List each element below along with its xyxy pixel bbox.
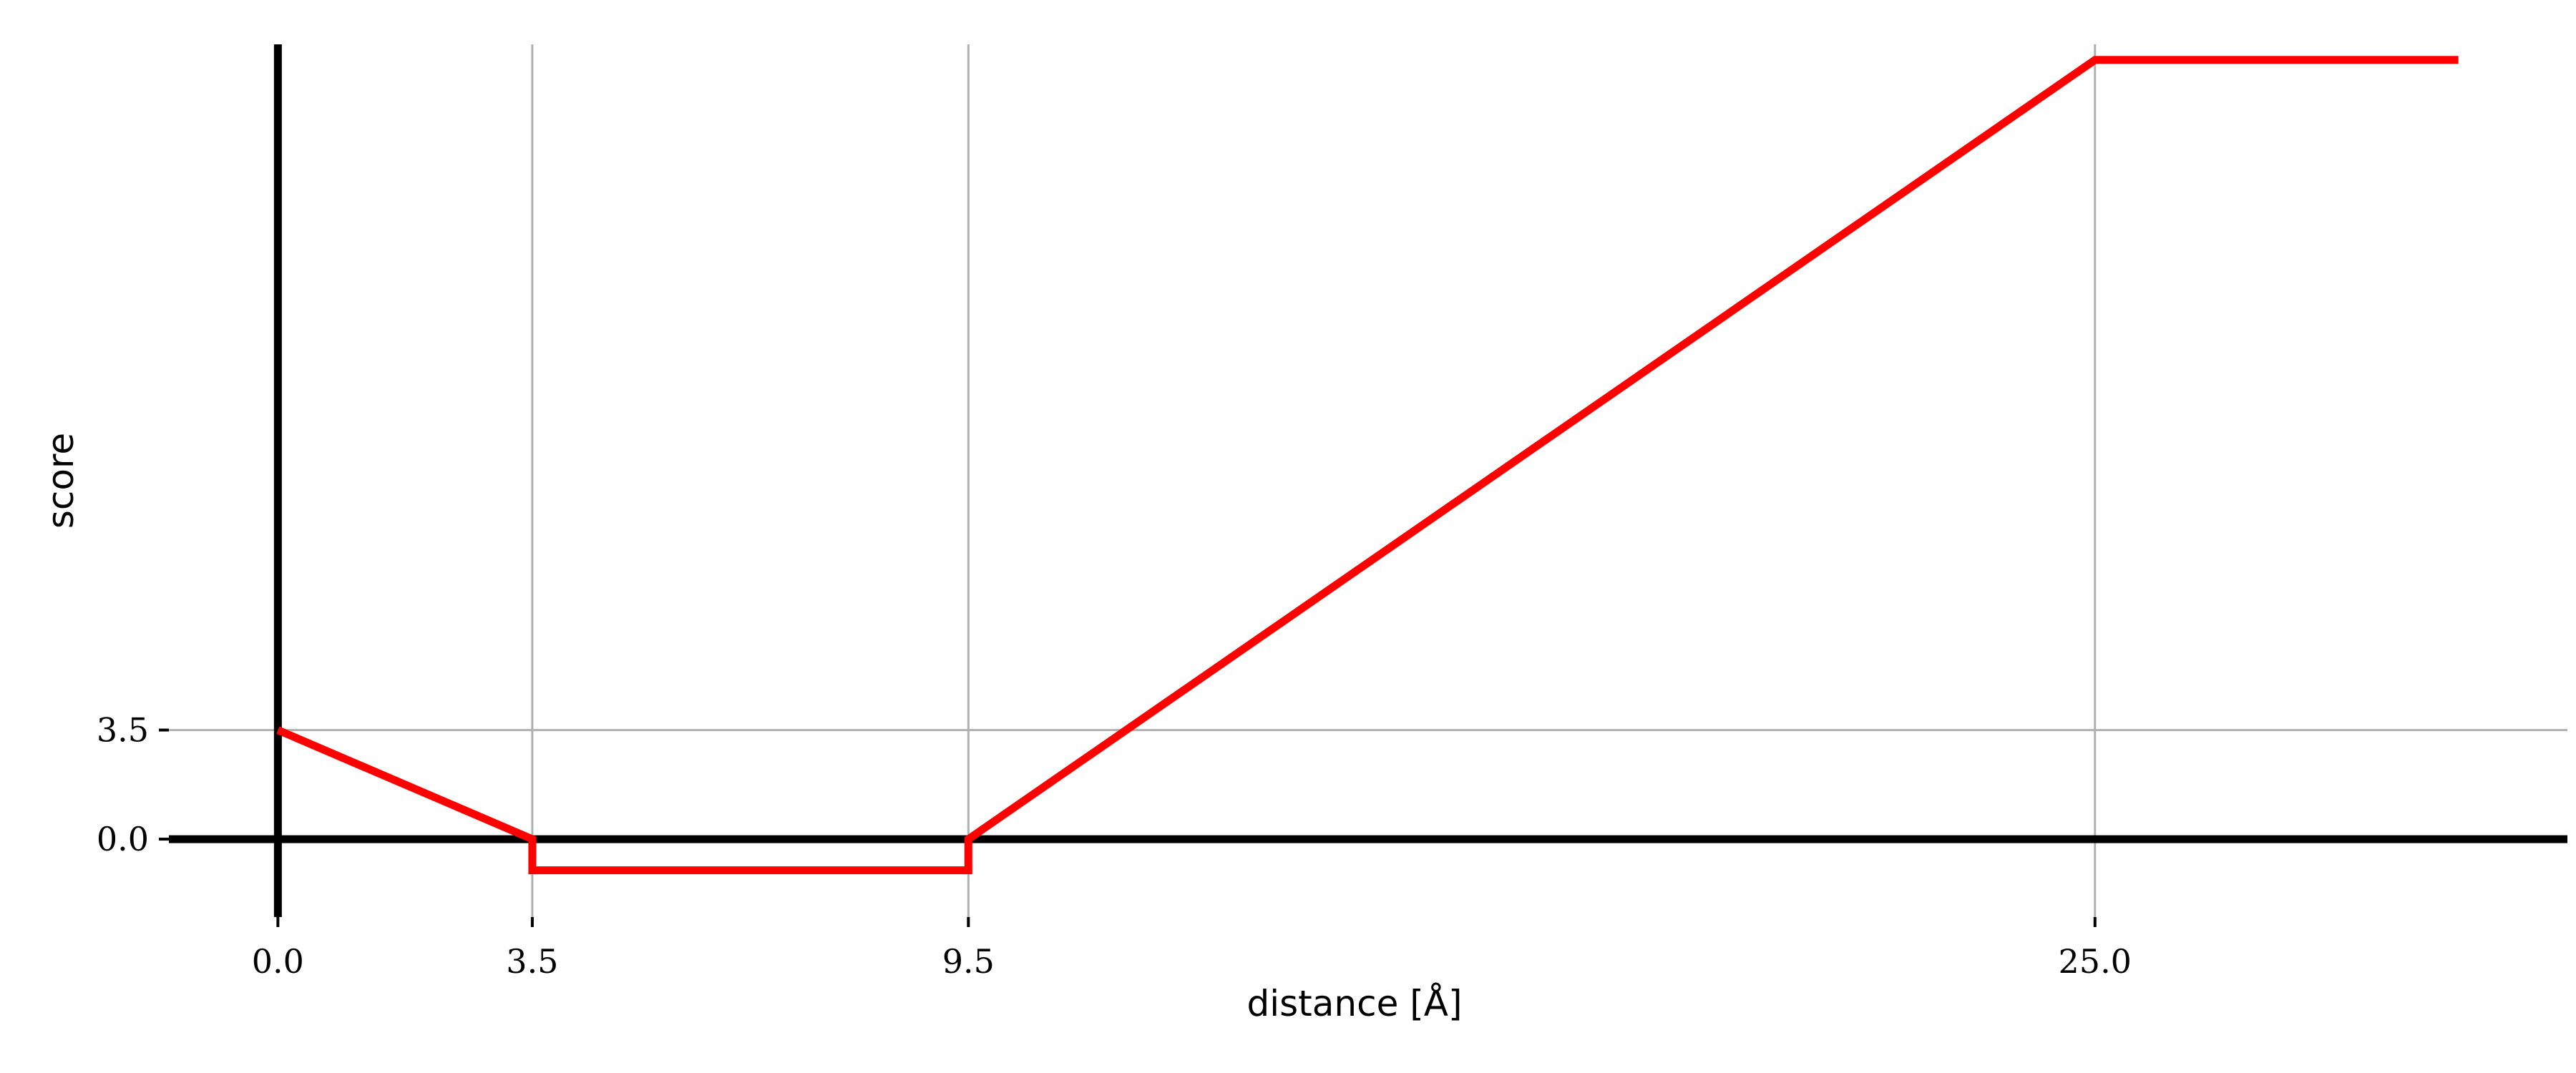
x-tick-label-1: 3.5: [506, 942, 558, 981]
y-axis-label: score: [40, 433, 82, 529]
tick-layer: 0.0 3.5 9.5 25.0 0.0 3.5: [97, 711, 2132, 981]
y-tick-label-1: 3.5: [97, 711, 149, 750]
x-axis-label: distance [Å]: [1247, 983, 1463, 1024]
series-layer: [276, 56, 2459, 875]
x-tick-label-3: 25.0: [2059, 942, 2132, 981]
grid-layer: [169, 44, 2567, 917]
y-tick-label-0: 0.0: [97, 820, 149, 858]
series-line-0: [276, 56, 2459, 875]
axis-layer: [169, 44, 2567, 917]
x-tick-label-0: 0.0: [252, 942, 304, 981]
x-tick-label-2: 9.5: [942, 942, 995, 981]
